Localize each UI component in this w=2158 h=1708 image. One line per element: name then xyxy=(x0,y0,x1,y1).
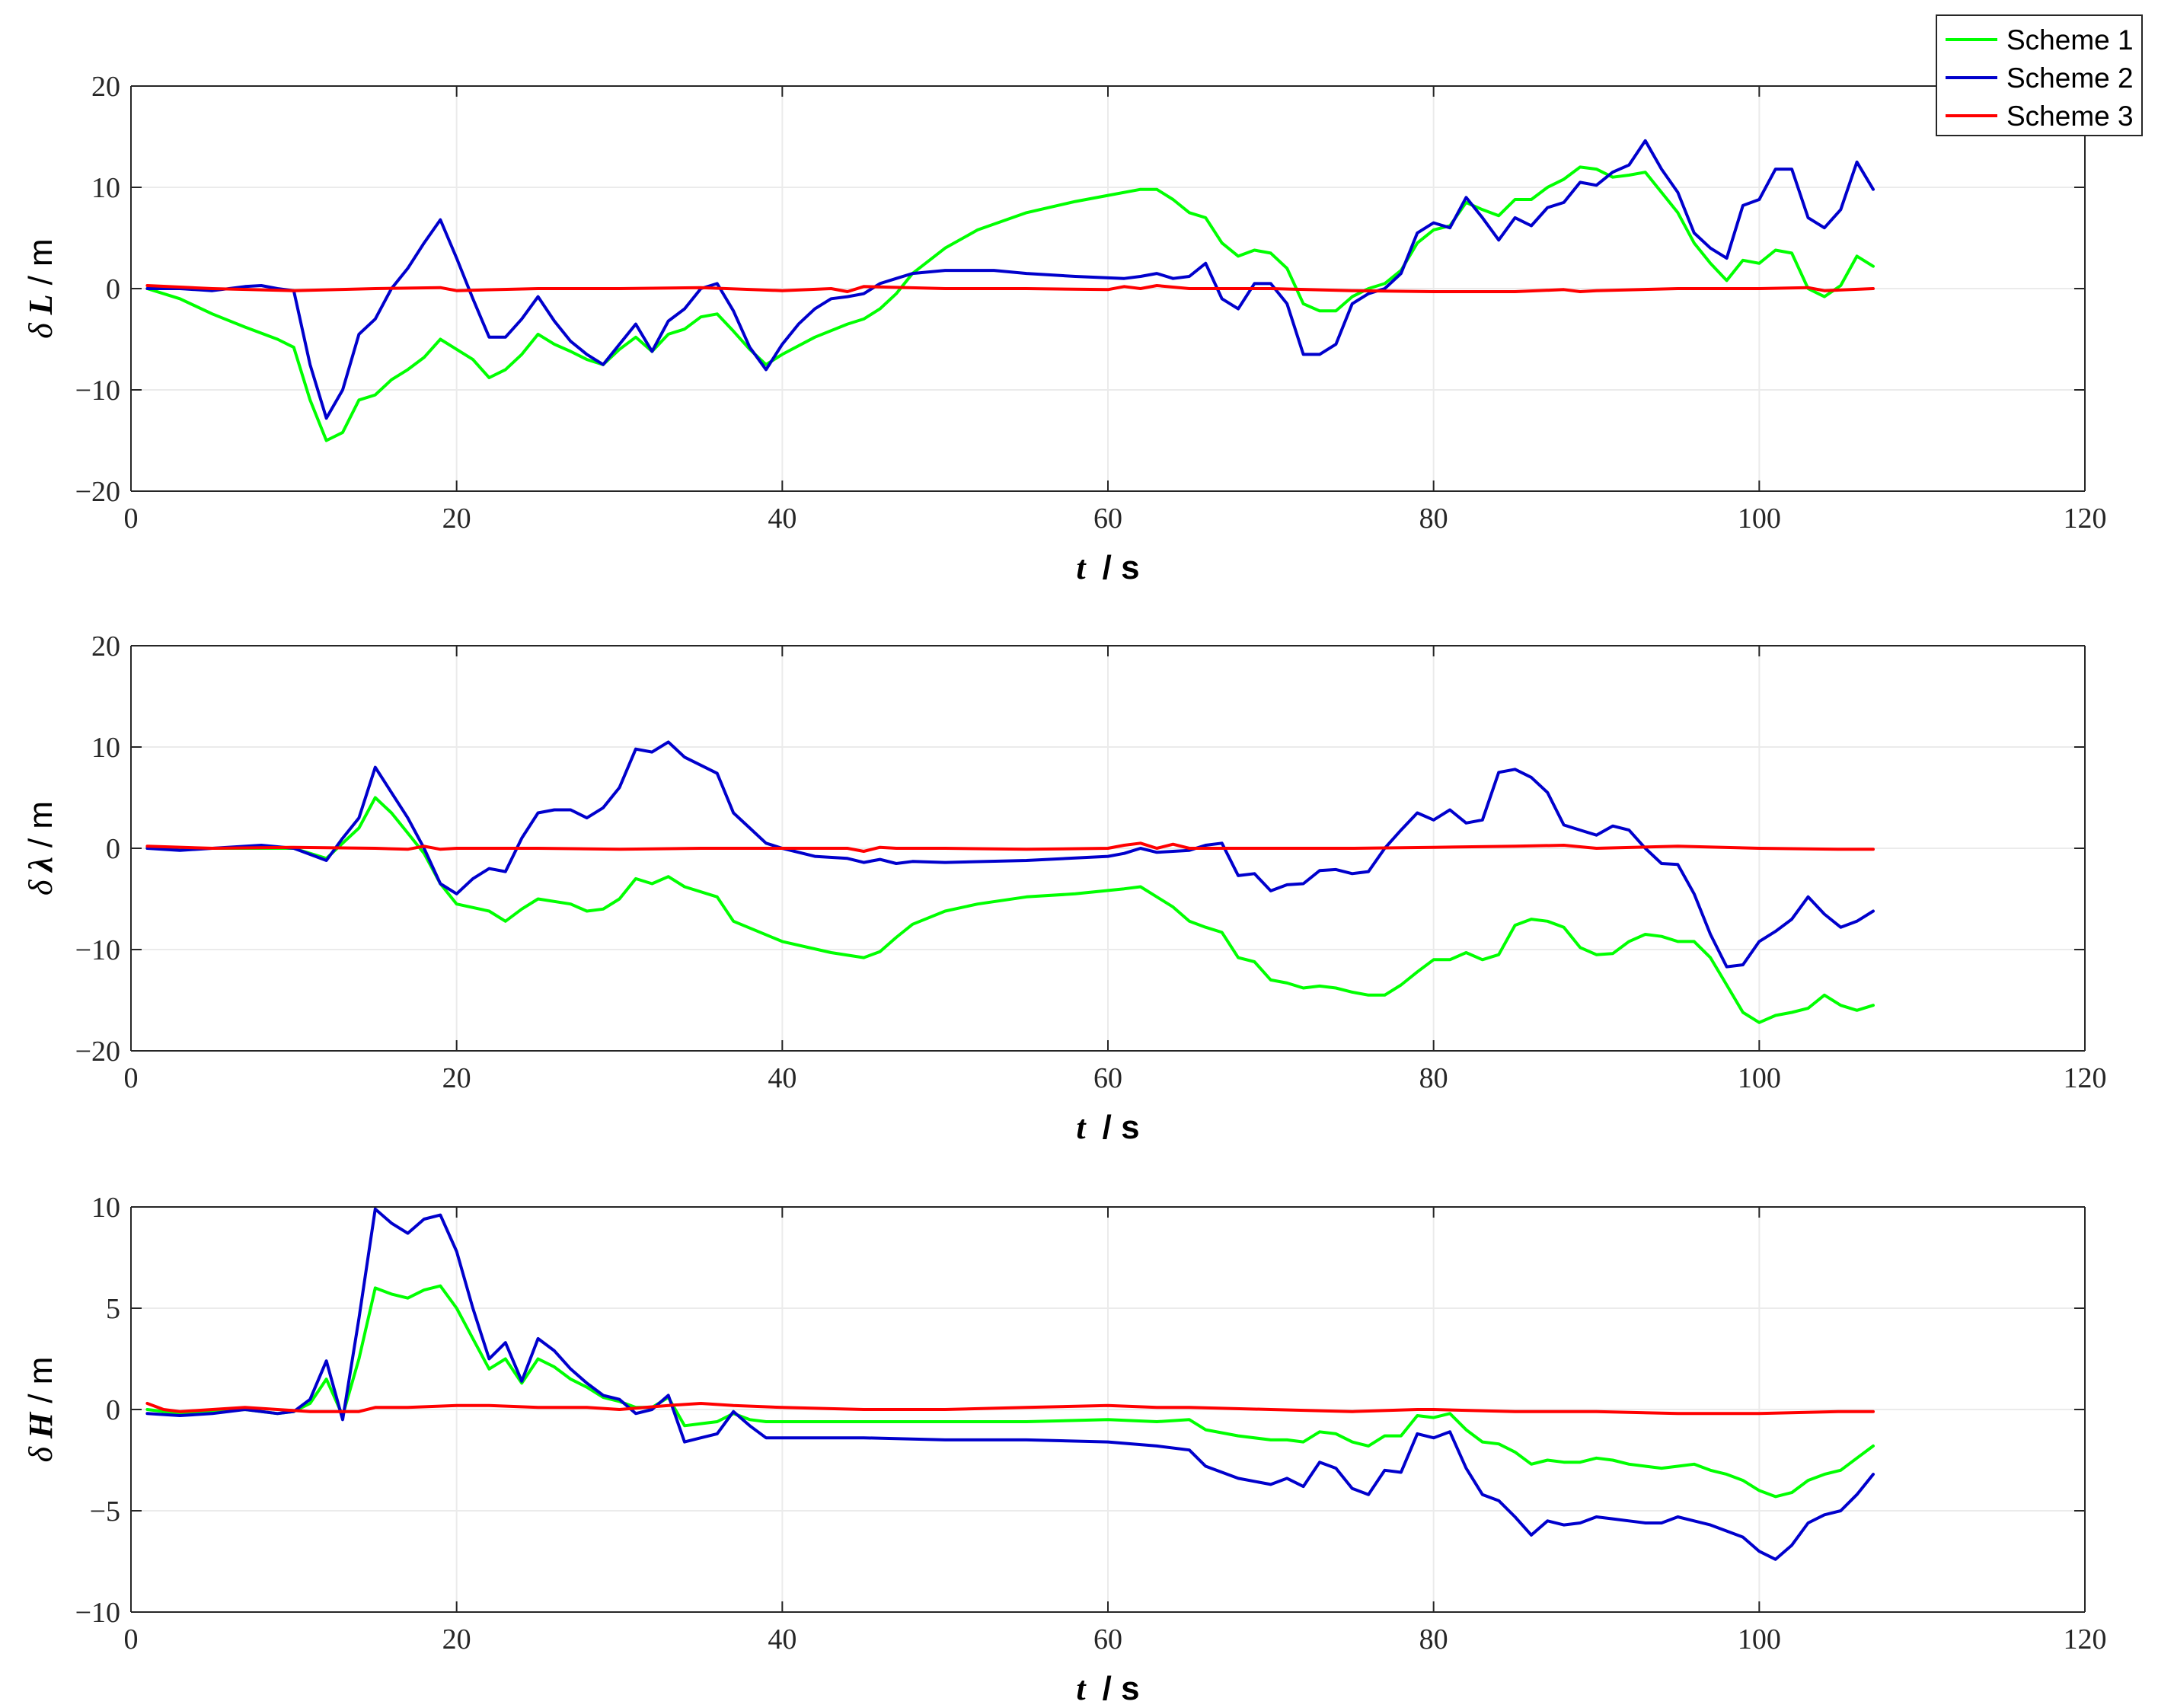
y-tick-label: −20 xyxy=(75,476,120,508)
subplot-3: 0 20 40 60 80 100 120 −10 −5 0 5 10 t / s δ H / m xyxy=(22,1192,2107,1707)
legend: Scheme 1 Scheme 2 Scheme 3 xyxy=(1936,14,2143,136)
x-tick-label: 80 xyxy=(1419,503,1448,535)
y-axis-delta: δ xyxy=(22,872,59,896)
x-axis-symbol: t xyxy=(1076,1109,1087,1146)
x-axis-label: t / s xyxy=(1076,1670,1139,1707)
x-tick-label: 120 xyxy=(2064,503,2107,535)
x-axis-unit: / s xyxy=(1103,1109,1140,1146)
y-axis-unit: / m xyxy=(22,1357,59,1403)
legend-label: Scheme 1 xyxy=(2006,24,2134,56)
y-tick-label: 5 xyxy=(106,1293,120,1325)
x-tick-label: 60 xyxy=(1093,503,1122,535)
series-line-scheme-2 xyxy=(145,1207,1875,1561)
series-line-scheme-3 xyxy=(145,284,1875,293)
series-group xyxy=(145,740,1875,1024)
x-axis-unit: / s xyxy=(1103,1670,1140,1707)
legend-label: Scheme 3 xyxy=(2006,101,2134,132)
y-tick-label: −10 xyxy=(75,934,120,966)
y-tick-label: 10 xyxy=(91,1192,120,1224)
x-tick-label: 0 xyxy=(124,1062,139,1094)
x-tick-label: 40 xyxy=(768,503,796,535)
x-tick-label: 100 xyxy=(1738,1062,1781,1094)
x-axis-label: t / s xyxy=(1076,549,1139,586)
y-axis-label: δ L / m xyxy=(22,238,59,338)
subplot-1: 0 20 40 60 80 100 120 −20 −10 0 10 20 t / s δ L / m xyxy=(22,71,2107,586)
y-tick-label: 0 xyxy=(106,273,120,305)
y-tick-label: 0 xyxy=(106,833,120,865)
x-tick-label: 60 xyxy=(1093,1062,1122,1094)
x-tick-label: 80 xyxy=(1419,1623,1448,1655)
axes: 0 20 40 60 80 100 120 −20 −10 0 10 20 t / s δ L / m xyxy=(22,71,2107,586)
series-line-scheme-2 xyxy=(145,740,1875,969)
x-tick-label: 120 xyxy=(2064,1623,2107,1655)
y-axis-symbol: L xyxy=(22,294,59,315)
x-tick-label: 20 xyxy=(442,1623,471,1655)
y-tick-label: 20 xyxy=(91,631,120,662)
legend-label: Scheme 2 xyxy=(2006,62,2134,94)
x-tick-label: 20 xyxy=(442,1062,471,1094)
x-axis-symbol: t xyxy=(1076,1670,1087,1707)
y-tick-label: −10 xyxy=(75,375,120,407)
axes: 0 20 40 60 80 100 120 −20 −10 0 10 20 t / s δ λ / m xyxy=(22,631,2107,1146)
x-axis-symbol: t xyxy=(1076,549,1087,586)
y-tick-label: −5 xyxy=(90,1496,120,1528)
subplot-2: 0 20 40 60 80 100 120 −20 −10 0 10 20 t / s δ λ / m xyxy=(22,631,2107,1146)
x-tick-label: 20 xyxy=(442,503,471,535)
series-line-scheme-1 xyxy=(145,165,1875,442)
y-tick-label: −10 xyxy=(75,1597,120,1629)
x-tick-label: 60 xyxy=(1093,1623,1122,1655)
axes: 0 20 40 60 80 100 120 −10 −5 0 5 10 t / s δ H / m xyxy=(22,1192,2107,1707)
series-line-scheme-3 xyxy=(145,1402,1875,1416)
series-group xyxy=(145,1207,1875,1561)
y-tick-label: −20 xyxy=(75,1036,120,1068)
x-tick-label: 100 xyxy=(1738,503,1781,535)
x-tick-label: 80 xyxy=(1419,1062,1448,1094)
y-axis-label: δ H / m xyxy=(22,1357,59,1463)
series-line-scheme-1 xyxy=(145,796,1875,1024)
x-tick-label: 40 xyxy=(768,1062,796,1094)
y-tick-label: 0 xyxy=(106,1394,120,1426)
y-tick-label: 20 xyxy=(91,71,120,103)
x-tick-label: 40 xyxy=(768,1623,796,1655)
x-axis-unit: / s xyxy=(1103,549,1140,586)
y-axis-label: δ λ / m xyxy=(22,801,59,896)
series-line-scheme-1 xyxy=(145,1284,1875,1499)
y-axis-unit: / m xyxy=(22,801,59,848)
x-tick-label: 120 xyxy=(2064,1062,2107,1094)
x-tick-label: 0 xyxy=(124,503,139,535)
y-tick-label: 10 xyxy=(91,732,120,764)
y-axis-delta: δ xyxy=(22,1438,59,1462)
y-axis-symbol: λ xyxy=(22,857,59,873)
x-tick-label: 100 xyxy=(1738,1623,1781,1655)
y-axis-delta: δ xyxy=(22,314,59,338)
series-group xyxy=(145,139,1875,442)
y-axis-symbol: H xyxy=(22,1411,59,1439)
series-line-scheme-2 xyxy=(145,139,1875,420)
x-axis-label: t / s xyxy=(1076,1109,1139,1146)
y-tick-label: 10 xyxy=(91,172,120,204)
series-line-scheme-3 xyxy=(145,841,1875,853)
y-axis-unit: / m xyxy=(22,238,59,285)
x-tick-label: 0 xyxy=(124,1623,139,1655)
